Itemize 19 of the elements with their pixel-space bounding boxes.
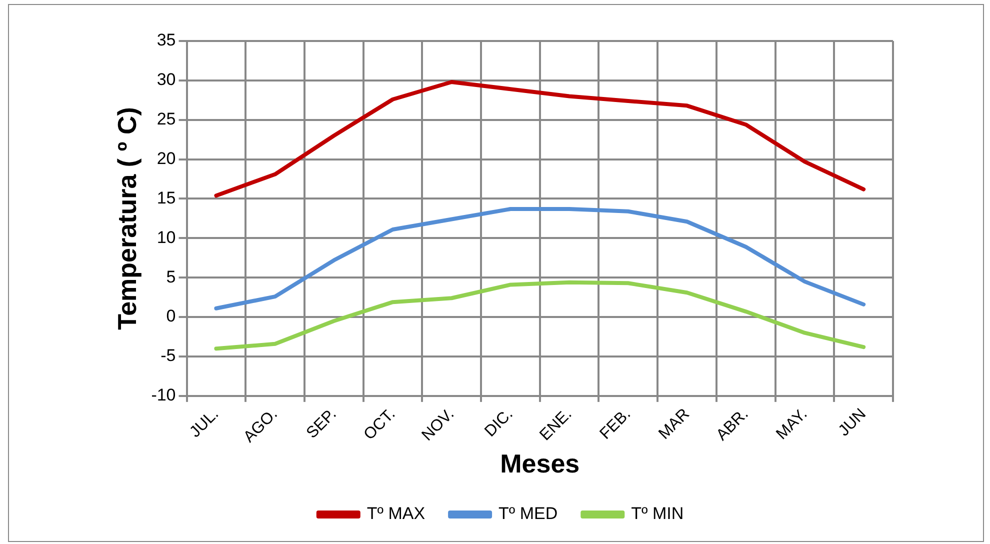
y-tick-label: 15	[156, 188, 176, 208]
y-axis-title: Temperatura ( º C)	[112, 107, 142, 330]
y-tick-label: 5	[166, 267, 176, 286]
y-tick-label: 10	[156, 228, 176, 247]
x-axis-title: Meses	[500, 448, 580, 479]
x-tick-label: DIC.	[482, 406, 516, 440]
legend-label: Tº MED	[498, 504, 558, 524]
y-tick-label: -10	[151, 386, 176, 405]
y-tick-label: 0	[166, 306, 176, 326]
legend-label: Tº MAX	[366, 504, 426, 524]
x-tick-label: SEP.	[303, 406, 340, 442]
y-tick-label: -5	[160, 346, 176, 366]
x-tick-label: FEB.	[596, 406, 634, 443]
y-tick-label: 20	[156, 149, 176, 168]
y-tick-label: 25	[156, 110, 176, 129]
y-tick-label: 30	[156, 70, 176, 90]
legend-label: Tº MIN	[631, 504, 684, 524]
x-tick-label: JUL.	[186, 406, 222, 441]
y-tick-label: 35	[156, 30, 176, 50]
